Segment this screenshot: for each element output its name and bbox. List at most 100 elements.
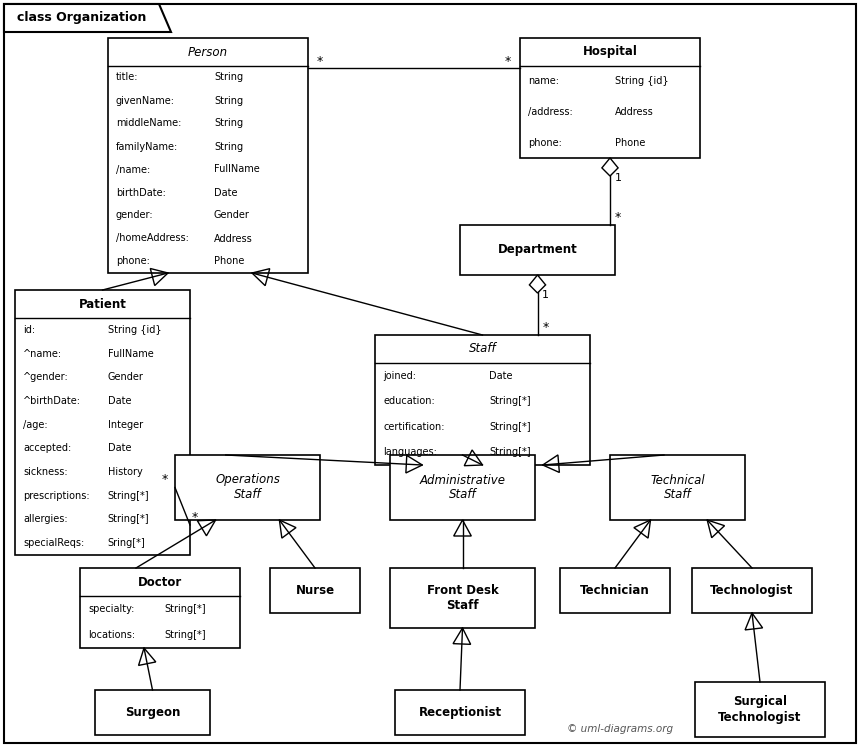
Text: class Organization: class Organization bbox=[17, 11, 146, 25]
Text: Date: Date bbox=[214, 187, 237, 197]
Text: String[*]: String[*] bbox=[165, 604, 206, 614]
Text: sickness:: sickness: bbox=[23, 467, 68, 477]
Text: allergies:: allergies: bbox=[23, 515, 68, 524]
Text: String[*]: String[*] bbox=[489, 396, 531, 406]
Text: birthDate:: birthDate: bbox=[116, 187, 166, 197]
Text: 1: 1 bbox=[542, 290, 549, 300]
Text: Phone: Phone bbox=[214, 256, 244, 267]
Text: String[*]: String[*] bbox=[489, 422, 531, 432]
Text: languages:: languages: bbox=[383, 447, 437, 457]
Text: ^name:: ^name: bbox=[23, 349, 62, 359]
Bar bbox=[15, 290, 190, 555]
Text: FullName: FullName bbox=[108, 349, 153, 359]
Text: Date: Date bbox=[108, 396, 132, 406]
Text: *: * bbox=[505, 55, 511, 69]
Text: accepted:: accepted: bbox=[23, 444, 71, 453]
Text: String[*]: String[*] bbox=[489, 447, 531, 457]
Text: Gender: Gender bbox=[108, 372, 144, 382]
Text: /homeAddress:: /homeAddress: bbox=[116, 234, 189, 244]
Text: name:: name: bbox=[528, 76, 559, 87]
Bar bbox=[460, 225, 615, 275]
Text: Technical
Staff: Technical Staff bbox=[650, 474, 705, 501]
Text: education:: education: bbox=[383, 396, 435, 406]
Text: String: String bbox=[214, 72, 243, 82]
Text: joined:: joined: bbox=[383, 371, 416, 381]
Text: History: History bbox=[108, 467, 143, 477]
Text: Address: Address bbox=[616, 107, 654, 117]
Text: Date: Date bbox=[489, 371, 513, 381]
Text: Staff: Staff bbox=[469, 343, 496, 356]
Bar bbox=[95, 690, 210, 735]
Text: String {id}: String {id} bbox=[616, 76, 669, 87]
Text: phone:: phone: bbox=[528, 137, 562, 148]
Text: Surgical
Technologist: Surgical Technologist bbox=[718, 695, 802, 724]
Text: /address:: /address: bbox=[528, 107, 573, 117]
Text: String {id}: String {id} bbox=[108, 325, 162, 335]
Bar bbox=[395, 690, 525, 735]
Text: Front Desk
Staff: Front Desk Staff bbox=[427, 584, 499, 612]
Text: *: * bbox=[316, 55, 323, 69]
Text: String[*]: String[*] bbox=[108, 515, 150, 524]
Text: Doctor: Doctor bbox=[138, 575, 182, 589]
Bar bbox=[390, 455, 535, 520]
Bar bbox=[80, 568, 240, 648]
Text: Technician: Technician bbox=[580, 584, 650, 597]
Text: Phone: Phone bbox=[616, 137, 646, 148]
Bar bbox=[270, 568, 360, 613]
Text: phone:: phone: bbox=[116, 256, 150, 267]
Text: Gender: Gender bbox=[214, 211, 250, 220]
Text: Receptionist: Receptionist bbox=[419, 706, 501, 719]
Bar bbox=[560, 568, 670, 613]
Text: Date: Date bbox=[108, 444, 132, 453]
Bar bbox=[610, 455, 745, 520]
Bar bbox=[692, 568, 812, 613]
Text: Operations
Staff: Operations Staff bbox=[215, 474, 280, 501]
Bar bbox=[375, 335, 590, 465]
Bar bbox=[520, 38, 700, 158]
Text: Address: Address bbox=[214, 234, 253, 244]
Polygon shape bbox=[530, 275, 545, 293]
Text: givenName:: givenName: bbox=[116, 96, 175, 105]
Text: locations:: locations: bbox=[88, 630, 135, 640]
Text: Nurse: Nurse bbox=[296, 584, 335, 597]
Text: String[*]: String[*] bbox=[165, 630, 206, 640]
Text: String: String bbox=[214, 96, 243, 105]
Text: Person: Person bbox=[188, 46, 228, 58]
Text: id:: id: bbox=[23, 325, 35, 335]
Text: certification:: certification: bbox=[383, 422, 445, 432]
Text: title:: title: bbox=[116, 72, 138, 82]
Text: Surgeon: Surgeon bbox=[125, 706, 181, 719]
Text: *: * bbox=[162, 473, 168, 486]
Text: /age:: /age: bbox=[23, 420, 47, 430]
Text: *: * bbox=[615, 211, 621, 223]
Text: © uml-diagrams.org: © uml-diagrams.org bbox=[567, 724, 673, 734]
Text: Integer: Integer bbox=[108, 420, 143, 430]
Text: specialty:: specialty: bbox=[88, 604, 134, 614]
Text: *: * bbox=[192, 510, 198, 524]
Text: String: String bbox=[214, 141, 243, 152]
Text: /name:: /name: bbox=[116, 164, 150, 175]
Text: ^gender:: ^gender: bbox=[23, 372, 69, 382]
Text: gender:: gender: bbox=[116, 211, 154, 220]
Text: Hospital: Hospital bbox=[582, 46, 637, 58]
Bar bbox=[175, 455, 320, 520]
Bar bbox=[695, 682, 825, 737]
Text: FullName: FullName bbox=[214, 164, 260, 175]
Text: Department: Department bbox=[498, 244, 577, 256]
Text: familyName:: familyName: bbox=[116, 141, 178, 152]
Text: ^birthDate:: ^birthDate: bbox=[23, 396, 81, 406]
Text: String: String bbox=[214, 119, 243, 128]
Polygon shape bbox=[602, 158, 618, 176]
Text: Administrative
Staff: Administrative Staff bbox=[420, 474, 506, 501]
Text: middleName:: middleName: bbox=[116, 119, 181, 128]
Text: String[*]: String[*] bbox=[108, 491, 150, 500]
Text: Sring[*]: Sring[*] bbox=[108, 538, 145, 548]
Bar bbox=[108, 38, 308, 273]
Text: specialReqs:: specialReqs: bbox=[23, 538, 84, 548]
Text: Technologist: Technologist bbox=[710, 584, 794, 597]
Text: prescriptions:: prescriptions: bbox=[23, 491, 89, 500]
Text: 1: 1 bbox=[615, 173, 622, 183]
Polygon shape bbox=[4, 4, 171, 32]
Text: Patient: Patient bbox=[78, 297, 126, 311]
Bar bbox=[390, 568, 535, 628]
